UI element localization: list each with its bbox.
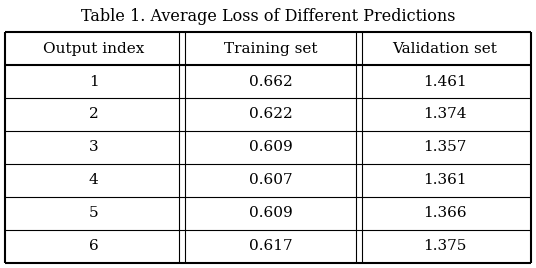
Text: Training set: Training set (224, 42, 317, 56)
Text: 1.357: 1.357 (423, 140, 466, 154)
Text: Validation set: Validation set (392, 42, 497, 56)
Text: 1: 1 (89, 75, 99, 88)
Text: 1.374: 1.374 (423, 107, 467, 121)
Text: Table 1. Average Loss of Different Predictions: Table 1. Average Loss of Different Predi… (81, 8, 455, 25)
Text: 0.609: 0.609 (249, 206, 293, 220)
Text: 0.607: 0.607 (249, 173, 293, 187)
Text: 1.461: 1.461 (423, 75, 467, 88)
Text: 0.622: 0.622 (249, 107, 293, 121)
Text: 1.366: 1.366 (423, 206, 467, 220)
Text: 5: 5 (89, 206, 99, 220)
Text: 4: 4 (89, 173, 99, 187)
Text: 1.375: 1.375 (423, 239, 466, 253)
Text: 0.662: 0.662 (249, 75, 293, 88)
Text: Output index: Output index (43, 42, 145, 56)
Text: 1.361: 1.361 (423, 173, 467, 187)
Text: 0.617: 0.617 (249, 239, 293, 253)
Text: 0.609: 0.609 (249, 140, 293, 154)
Text: 6: 6 (89, 239, 99, 253)
Text: 3: 3 (89, 140, 99, 154)
Text: 2: 2 (89, 107, 99, 121)
